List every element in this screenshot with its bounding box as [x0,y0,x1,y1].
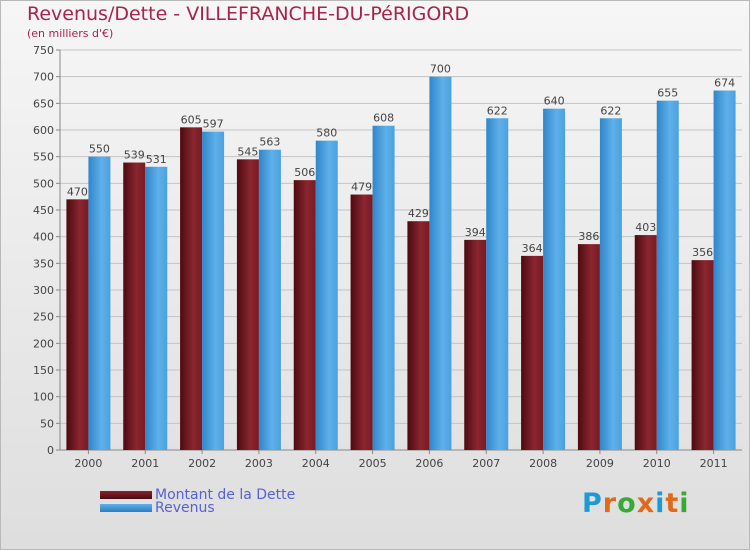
x-tick-label: 2003 [245,457,273,470]
bar-revenus [486,118,509,451]
bar-dette [180,127,203,450]
x-tick-label: 2001 [131,457,159,470]
y-tick-label: 650 [33,97,54,110]
legend-item-revenus: Revenus [100,500,215,516]
x-tick-label: 2005 [359,457,387,470]
bar-dette [464,239,487,450]
logo-letter: i [655,488,666,519]
y-tick-label: 300 [33,284,54,297]
bar-dette [521,255,544,450]
bar-dette [350,194,373,450]
bar-revenus [713,90,736,451]
data-label-dette: 479 [351,181,372,194]
logo-letter: r [602,488,618,519]
logo-letter: i [679,488,690,519]
x-tick-label: 2010 [643,457,671,470]
data-label-dette: 403 [635,221,656,234]
data-label-revenus: 563 [259,136,280,149]
bar-revenus [372,125,395,450]
x-tick-label: 2000 [74,457,102,470]
y-tick-label: 100 [33,391,54,404]
chart-title: Revenus/Dette - VILLEFRANCHE-DU-PéRIGORD [27,3,470,25]
bar-dette [691,260,714,450]
data-label-dette: 394 [465,226,486,239]
bar-dette [293,180,316,450]
bar-revenus [202,131,225,450]
proxiti-logo: Proxiti [582,488,690,519]
bar-revenus [88,156,111,450]
data-label-dette: 470 [67,185,88,198]
legend-label-revenus: Revenus [155,500,215,516]
bar-dette [407,221,430,450]
x-tick-label: 2008 [529,457,557,470]
data-label-revenus: 622 [600,104,621,117]
y-tick-label: 600 [33,124,54,137]
legend-swatch-revenus [100,504,152,512]
y-tick-label: 50 [40,417,54,430]
y-tick-label: 400 [33,231,54,244]
x-tick-label: 2009 [586,457,614,470]
data-label-dette: 364 [522,242,543,255]
logo-letter: x [636,488,656,519]
x-tick-label: 2004 [302,457,330,470]
x-tick-label: 2006 [415,457,443,470]
bar-revenus [145,166,168,451]
data-label-dette: 545 [237,145,258,158]
y-tick-label: 250 [33,311,54,324]
bar-dette [236,159,259,451]
bar-dette [66,199,89,450]
data-label-revenus: 700 [430,63,451,76]
y-tick-label: 750 [33,44,54,57]
bar-dette [577,244,600,450]
data-label-dette: 429 [408,207,429,220]
data-label-revenus: 531 [146,153,167,166]
y-tick-label: 0 [47,444,54,457]
y-tick-label: 500 [33,177,54,190]
data-label-revenus: 640 [544,95,565,108]
bar-revenus [315,140,338,450]
chart-subtitle: (en milliers d'€) [27,27,114,40]
bar-revenus [429,76,452,451]
y-tick-label: 150 [33,364,54,377]
x-tick-label: 2002 [188,457,216,470]
data-label-dette: 539 [124,149,145,162]
legend-swatch-dette [100,491,152,499]
legend-item-dette: Montant de la Dette [100,487,296,503]
logo-letter: P [582,488,603,519]
legend-label-dette: Montant de la Dette [155,487,296,503]
bar-revenus [599,118,622,451]
x-tick-label: 2007 [472,457,500,470]
bar-dette [634,235,657,450]
data-label-revenus: 550 [89,143,110,156]
bar-revenus [258,149,281,450]
data-label-revenus: 655 [657,87,678,100]
data-label-revenus: 674 [714,77,735,90]
bar-dette [123,162,146,451]
y-tick-label: 700 [33,71,54,84]
logo-letter: t [665,488,680,519]
y-tick-label: 350 [33,257,54,270]
data-label-revenus: 608 [373,112,394,125]
logo-letter: o [617,488,637,519]
data-label-dette: 506 [294,166,315,179]
y-tick-label: 450 [33,204,54,217]
y-tick-label: 550 [33,151,54,164]
data-label-dette: 356 [692,246,713,259]
bar-revenus [543,108,566,451]
data-label-dette: 386 [578,230,599,243]
data-label-revenus: 580 [316,127,337,140]
x-tick-label: 2011 [700,457,728,470]
bar-revenus [656,100,679,451]
data-label-revenus: 597 [203,118,224,131]
data-label-revenus: 622 [487,104,508,117]
data-label-dette: 605 [181,113,202,126]
y-tick-label: 200 [33,337,54,350]
